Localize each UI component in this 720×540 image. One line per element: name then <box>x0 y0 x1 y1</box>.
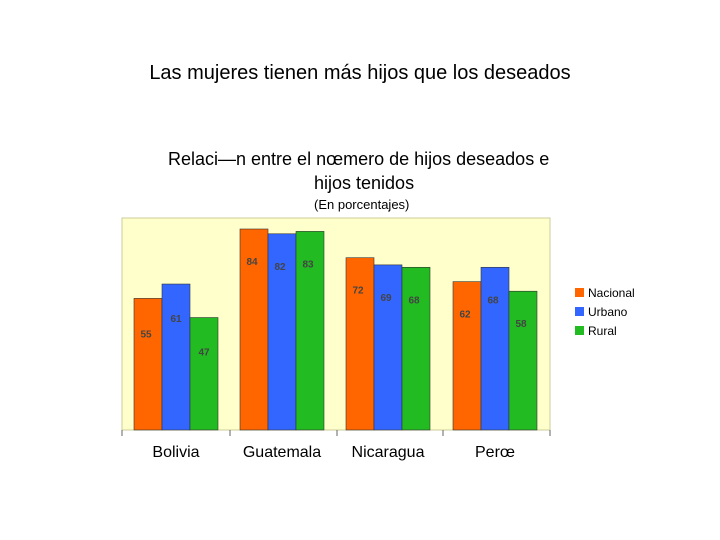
category-label-3: Perœ <box>475 444 515 461</box>
bar-urbano-1 <box>267 233 297 431</box>
slide-title: Las mujeres tienen más hijos que los des… <box>149 62 571 84</box>
bar-urbano-0 <box>161 283 191 431</box>
bar-rural-1 <box>295 231 325 431</box>
data-label-rural-0: 47 <box>198 348 210 359</box>
legend: Nacional Urbano Rural <box>575 286 635 338</box>
bar-nacional-0 <box>133 298 163 431</box>
data-label-rural-2: 68 <box>408 295 420 306</box>
data-label-nacional-0: 55 <box>140 329 152 340</box>
data-label-rural-1: 83 <box>302 259 314 270</box>
bar-nacional-3 <box>452 281 482 431</box>
data-label-rural-3: 58 <box>515 319 527 330</box>
chart-title-line2: hijos tenidos <box>314 173 415 193</box>
data-label-nacional-3: 62 <box>459 310 471 321</box>
legend-label-rural: Rural <box>588 324 617 338</box>
category-label-0: Bolivia <box>152 444 199 461</box>
legend-label-urbano: Urbano <box>588 305 628 319</box>
category-label-2: Nicaragua <box>352 444 425 461</box>
category-label-1: Guatemala <box>243 444 321 461</box>
bar-urbano-2 <box>373 264 403 431</box>
data-label-urbano-0: 61 <box>170 314 182 325</box>
data-label-urbano-1: 82 <box>274 262 286 273</box>
bar-rural-2 <box>401 266 431 431</box>
legend-swatch-rural <box>575 326 584 335</box>
data-label-nacional-1: 84 <box>246 257 258 268</box>
data-label-nacional-2: 72 <box>352 286 364 297</box>
bar-urbano-3 <box>480 266 510 431</box>
chart-title-line1: Relaci—n entre el nœmero de hijos desead… <box>168 149 550 169</box>
chart-subtitle: (En porcentajes) <box>314 197 410 212</box>
data-label-urbano-3: 68 <box>487 295 499 306</box>
legend-swatch-nacional <box>575 288 584 297</box>
data-label-urbano-2: 69 <box>380 293 392 304</box>
legend-label-nacional: Nacional <box>588 286 635 300</box>
bar-nacional-1 <box>239 228 269 431</box>
bar-rural-0 <box>189 317 219 431</box>
legend-swatch-urbano <box>575 307 584 316</box>
chart-title: Relaci—n entre el nœmero de hijos desead… <box>168 147 578 195</box>
bar-rural-3 <box>508 290 538 431</box>
bar-nacional-2 <box>345 257 375 431</box>
